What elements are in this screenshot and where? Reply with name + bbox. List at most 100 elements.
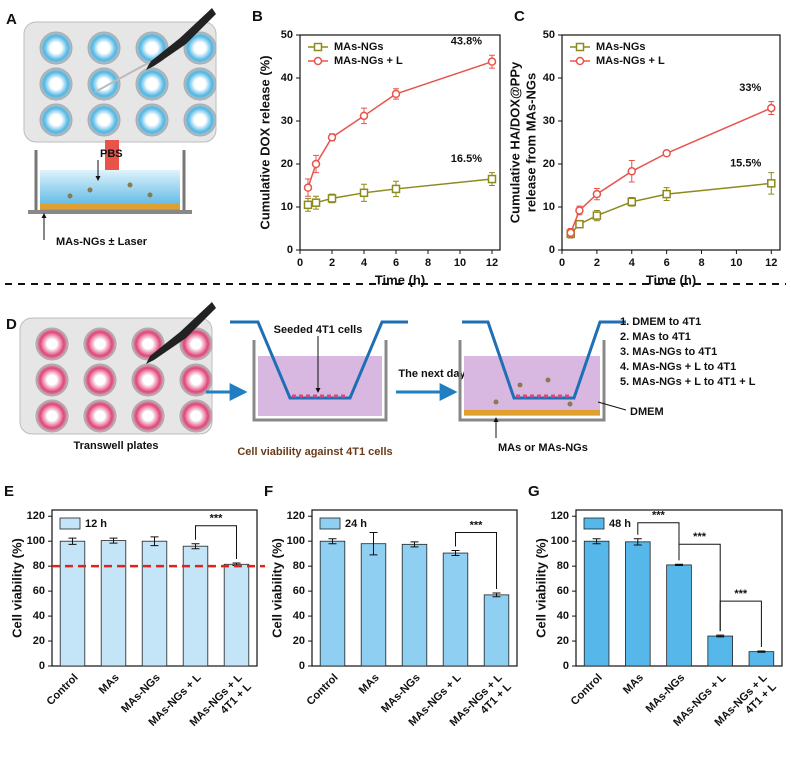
marker xyxy=(592,189,602,199)
y-tick-label: 80 xyxy=(33,560,45,572)
y-tick-label: 100 xyxy=(287,535,305,547)
y-tick-label: 0 xyxy=(299,660,305,672)
y-tick-label: 60 xyxy=(293,585,305,597)
x-tick-label: MAs-NGs xyxy=(644,672,687,715)
y-axis-title: Cell viability (%) xyxy=(9,538,24,638)
y-axis-title: Cumulative HA/DOX@PPy xyxy=(507,61,522,223)
wells xyxy=(35,327,213,433)
error-bar xyxy=(675,563,683,567)
legend-label: 12 h xyxy=(85,518,107,530)
legend-label: MAs-NGs + L xyxy=(596,55,665,67)
group-item: 4. MAs-NGs + L to 4T1 xyxy=(620,361,736,373)
marker xyxy=(575,206,584,215)
label: DMEM xyxy=(630,406,664,418)
marker xyxy=(327,194,337,203)
significance-label: *** xyxy=(652,510,666,522)
panel-letter: G xyxy=(528,483,540,500)
panel-letter: A xyxy=(6,11,17,28)
error-bar xyxy=(150,536,159,547)
x-tick-label: MAs xyxy=(357,672,382,697)
label: Seeded 4T1 cells xyxy=(274,324,363,336)
medium xyxy=(258,356,382,416)
y-tick-label: 40 xyxy=(33,610,45,622)
label: PBS xyxy=(100,148,123,160)
marker xyxy=(662,149,671,158)
x-tick-label: MAs-NGs xyxy=(379,672,422,715)
panel-letter: C xyxy=(514,8,525,25)
x-tick-label: 0 xyxy=(297,257,303,269)
group-item: 2. MAs to 4T1 xyxy=(620,331,691,343)
y-tick-label: 120 xyxy=(551,510,569,522)
marker xyxy=(303,200,313,210)
y-tick-label: 0 xyxy=(287,244,293,256)
x-tick-label: MAs-NGs xyxy=(119,672,162,715)
well xyxy=(39,67,73,101)
mas-ngs-layer xyxy=(40,204,180,209)
y-tick-label: 20 xyxy=(557,635,569,647)
group-item: 3. MAs-NGs to 4T1 xyxy=(620,346,717,358)
series-line xyxy=(307,60,493,188)
well xyxy=(87,103,121,137)
y-tick-label: 20 xyxy=(33,635,45,647)
marker xyxy=(575,219,584,229)
well xyxy=(83,399,117,433)
x-tick-label: 4 xyxy=(361,257,368,269)
well xyxy=(35,327,69,361)
marker xyxy=(627,197,637,207)
bar xyxy=(100,540,127,667)
x-tick-label: 2 xyxy=(594,257,600,269)
bar xyxy=(666,564,692,667)
error-bar xyxy=(451,550,460,557)
plot-frame xyxy=(299,34,501,251)
x-tick-label: 8 xyxy=(698,257,704,269)
well xyxy=(35,399,69,433)
bar xyxy=(141,540,168,667)
marker xyxy=(359,188,369,198)
bar xyxy=(319,540,346,667)
well xyxy=(87,31,121,65)
y-tick-label: 80 xyxy=(557,560,569,572)
error-bar xyxy=(492,592,501,598)
legend-swatch xyxy=(319,517,341,530)
well xyxy=(183,103,217,137)
error-bar xyxy=(592,538,601,545)
group-item: 1. DMEM to 4T1 xyxy=(620,316,701,328)
panel-letter: E xyxy=(4,483,14,500)
error-bar xyxy=(410,541,419,548)
panel-d-diagram: D Transwell plates Seeded 4T1 cells Cell… xyxy=(6,302,756,458)
error-bar xyxy=(716,634,725,638)
well xyxy=(39,31,73,65)
group-list: 1. DMEM to 4T1 2. MAs to 4T1 3. MAs-NGs to… xyxy=(620,316,756,388)
label: MAs-NGs ± Laser xyxy=(56,236,148,248)
y-tick-label: 50 xyxy=(281,29,293,41)
base xyxy=(28,210,192,214)
significance-bracket xyxy=(637,522,680,561)
y-tick-label: 30 xyxy=(543,115,555,127)
bar xyxy=(360,543,387,667)
legend-swatch xyxy=(583,517,605,530)
well xyxy=(39,103,73,137)
marker xyxy=(391,89,401,99)
bar xyxy=(707,635,733,667)
x-tick-label: Control xyxy=(305,672,341,708)
well xyxy=(131,399,165,433)
legend-marker xyxy=(575,42,585,52)
x-tick-label: MAs xyxy=(621,672,646,697)
y-tick-label: 0 xyxy=(39,660,45,672)
error-bar xyxy=(109,537,118,544)
significance-bracket xyxy=(719,600,762,648)
error-bar xyxy=(369,531,378,556)
marker xyxy=(359,111,369,121)
well xyxy=(179,363,213,397)
annotation: 16.5% xyxy=(451,153,482,165)
pbs xyxy=(40,170,180,210)
well xyxy=(135,67,169,101)
marker xyxy=(487,57,497,66)
legend-label: MAs-NGs xyxy=(596,41,646,53)
x-tick-label: 10 xyxy=(730,257,742,269)
significance-label: *** xyxy=(210,513,224,525)
y-tick-label: 0 xyxy=(549,244,555,256)
marker xyxy=(311,198,321,207)
marker xyxy=(566,228,575,238)
